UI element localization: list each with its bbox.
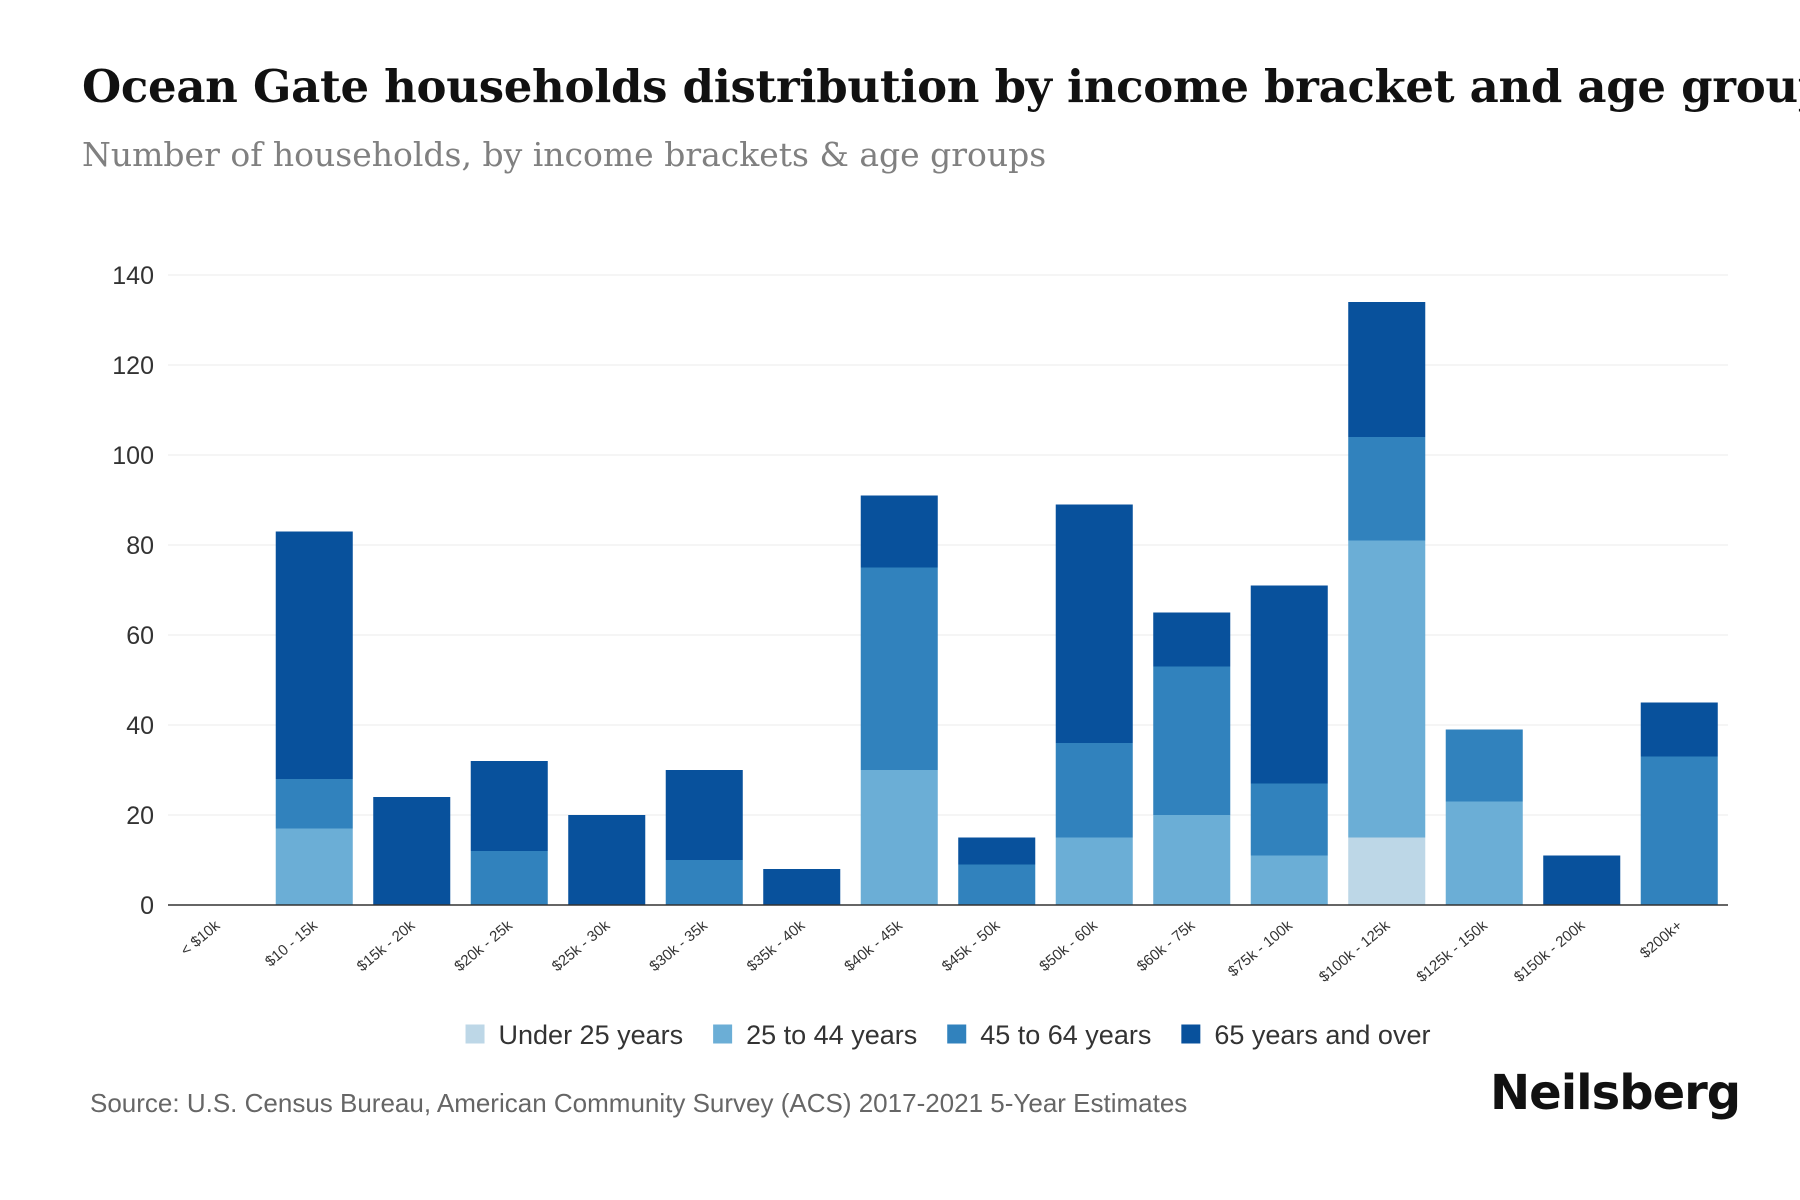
- y-tick-label: 0: [140, 892, 154, 920]
- bar-segment: [275, 828, 353, 905]
- bar-segment: [1445, 801, 1523, 905]
- bar-segment: [373, 797, 451, 905]
- bar-segment: [958, 837, 1036, 865]
- legend-label: 65 years and over: [1214, 1020, 1430, 1050]
- x-tick-label: $100k - 125k: [1316, 917, 1394, 986]
- x-tick-label: $125k - 150k: [1413, 917, 1491, 986]
- source-note: Source: U.S. Census Bureau, American Com…: [90, 1088, 1188, 1118]
- y-tick-label: 20: [126, 802, 154, 830]
- bar-segment: [1348, 302, 1426, 437]
- bar-segment: [1250, 585, 1328, 784]
- x-tick-label: $20k - 25k: [451, 917, 516, 975]
- bar-segment: [470, 761, 548, 851]
- y-tick-label: 100: [112, 442, 154, 470]
- x-tick-label: $75k - 100k: [1225, 917, 1296, 981]
- legend-label: 25 to 44 years: [746, 1020, 917, 1050]
- chart-subtitle: Number of households, by income brackets…: [82, 135, 1047, 174]
- y-tick-label: 40: [126, 712, 154, 740]
- bar-segment: [665, 860, 743, 905]
- legend-label: 45 to 64 years: [980, 1020, 1151, 1050]
- bar-segment: [275, 531, 353, 779]
- bar-segment: [1640, 702, 1718, 757]
- bar-segment: [1640, 756, 1718, 905]
- legend-swatch: [713, 1024, 733, 1044]
- x-tick-label: $150k - 200k: [1511, 917, 1589, 986]
- legend-swatch: [947, 1024, 967, 1044]
- bar-segment: [1055, 504, 1133, 743]
- bar-segment: [860, 770, 938, 905]
- x-tick-label: $35k - 40k: [744, 917, 809, 975]
- y-tick-label: 60: [126, 622, 154, 650]
- y-tick-label: 140: [112, 262, 154, 290]
- legend-swatch: [465, 1024, 485, 1044]
- chart-title: Ocean Gate households distribution by in…: [82, 60, 1800, 113]
- x-tick-label: $45k - 50k: [939, 917, 1004, 975]
- bar-segment: [1055, 743, 1133, 838]
- bar-segment: [1348, 437, 1426, 541]
- x-tick-label: $40k - 45k: [841, 917, 906, 975]
- bar-segment: [665, 770, 743, 860]
- bar-segment: [1153, 666, 1231, 815]
- x-tick-label: $50k - 60k: [1036, 917, 1101, 975]
- bar-segment: [860, 495, 938, 568]
- bar-segment: [763, 869, 841, 905]
- x-tick-label: < $10k: [178, 917, 224, 960]
- bar-segment: [1055, 837, 1133, 905]
- bar-segment: [1250, 783, 1328, 856]
- legend-swatch: [1181, 1024, 1201, 1044]
- bar-segment: [1445, 729, 1523, 802]
- x-tick-label: $10 - 15k: [262, 917, 321, 971]
- x-tick-label: $200k+: [1637, 917, 1686, 962]
- bar-segment: [1348, 540, 1426, 838]
- bar-segment: [1153, 612, 1231, 667]
- legend-label: Under 25 years: [499, 1020, 684, 1050]
- bar-segment: [275, 779, 353, 829]
- bar-segment: [958, 864, 1036, 905]
- y-tick-label: 80: [126, 532, 154, 560]
- legend: Under 25 years 25 to 44 years 45 to 64 yea…: [465, 1020, 1430, 1050]
- y-tick-label: 120: [112, 352, 154, 380]
- bar-segment: [568, 815, 646, 905]
- x-tick-label: $25k - 30k: [549, 917, 614, 975]
- bar-segment: [860, 567, 938, 770]
- x-tick-label: $30k - 35k: [646, 917, 711, 975]
- bar-segment: [1348, 837, 1426, 905]
- bar-segment: [1153, 815, 1231, 905]
- brand-logo: Neilsberg: [1490, 1065, 1741, 1121]
- bar-segment: [1250, 855, 1328, 905]
- bars: [275, 302, 1718, 905]
- x-tick-label: $15k - 20k: [354, 917, 419, 975]
- bar-segment: [470, 851, 548, 905]
- bar-segment: [1543, 855, 1621, 905]
- x-tick-label: $60k - 75k: [1134, 917, 1199, 975]
